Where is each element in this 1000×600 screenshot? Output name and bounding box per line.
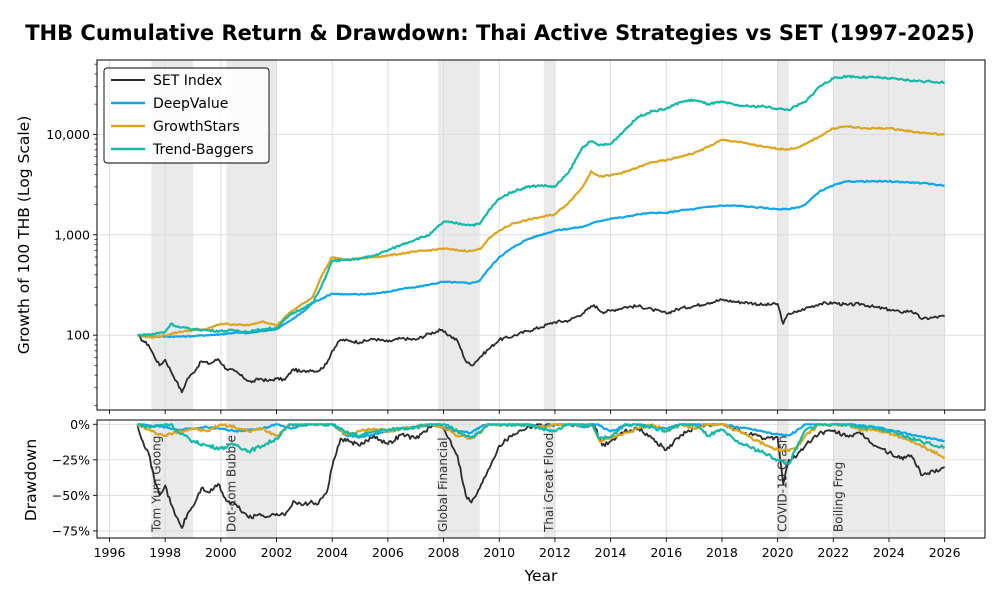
bottom-y-tick-label: 0%	[70, 417, 90, 432]
x-tick-label: 2002	[261, 545, 293, 560]
x-tick-label: 2012	[539, 545, 571, 560]
x-tick-label: 1998	[149, 545, 181, 560]
crisis-band-bottom-thai-great-flood	[543, 420, 555, 538]
x-axis-label: Year	[524, 567, 558, 585]
x-tick-label: 2016	[650, 545, 682, 560]
bottom-y-axis-label: Drawdown	[22, 439, 40, 521]
x-tick-label: 2000	[205, 545, 237, 560]
series-line-growthstars	[137, 125, 946, 339]
legend-label-set-index: SET Index	[153, 73, 222, 89]
cumulative-return-panel: 100 1,000 10,000 Growth of 100 THB (Log Sc…	[15, 59, 986, 414]
crisis-label-dot-com-bubble: Dot-com Bubble	[224, 435, 238, 532]
x-tick-label: 2022	[817, 545, 849, 560]
top-y-tick-label: 1,000	[54, 227, 90, 242]
drawdown-line-set-index	[136, 423, 946, 529]
bottom-y-tick-label: −50%	[52, 488, 90, 503]
top-y-tick-label: 10,000	[46, 127, 90, 142]
drawdown-panel: Tom Yum Goong Dot-com Bubble Global Financ…	[22, 417, 986, 585]
drawdown-line-trend-baggers	[137, 423, 946, 466]
legend-label-deepvalue: DeepValue	[153, 96, 228, 112]
top-y-tick-label: 100	[66, 328, 90, 343]
legend-box	[103, 67, 270, 164]
crisis-label-global-financial: Global Financial	[436, 437, 450, 532]
legend-label-growthstars: GrowthStars	[153, 119, 240, 135]
x-tick-label: 1996	[94, 545, 126, 560]
x-tick-label: 2004	[316, 545, 348, 560]
crisis-label-boiling-frog: Boiling Frog	[831, 462, 845, 532]
legend: SET Index DeepValue GrowthStars Trend-Ba…	[103, 67, 270, 164]
bottom-y-tick-label: −75%	[52, 523, 90, 538]
top-y-axis-label: Growth of 100 THB (Log Scale)	[15, 116, 33, 355]
bottom-y-tick-label: −25%	[52, 452, 90, 467]
chart-title: THB Cumulative Return & Drawdown: Thai A…	[25, 21, 975, 45]
x-tick-label: 2008	[428, 545, 460, 560]
crisis-label-thai-great-flood: Thai Great Flood	[542, 433, 556, 533]
drawdown-line-growthstars	[136, 423, 946, 460]
x-tick-label: 2006	[372, 545, 404, 560]
x-tick-label: 2020	[762, 545, 794, 560]
x-tick-label: 2018	[706, 545, 738, 560]
x-tick-label: 2026	[929, 545, 961, 560]
series-line-trend-baggers	[137, 74, 945, 337]
x-tick-label: 2014	[595, 545, 627, 560]
series-line-set-index	[137, 298, 945, 394]
crisis-band-bottom-global-financial	[438, 420, 480, 538]
bottom-axes-frame	[96, 419, 986, 539]
x-tick-label: 2010	[483, 545, 515, 560]
legend-label-trend-baggers: Trend-Baggers	[152, 142, 254, 158]
x-tick-label: 2024	[873, 545, 905, 560]
